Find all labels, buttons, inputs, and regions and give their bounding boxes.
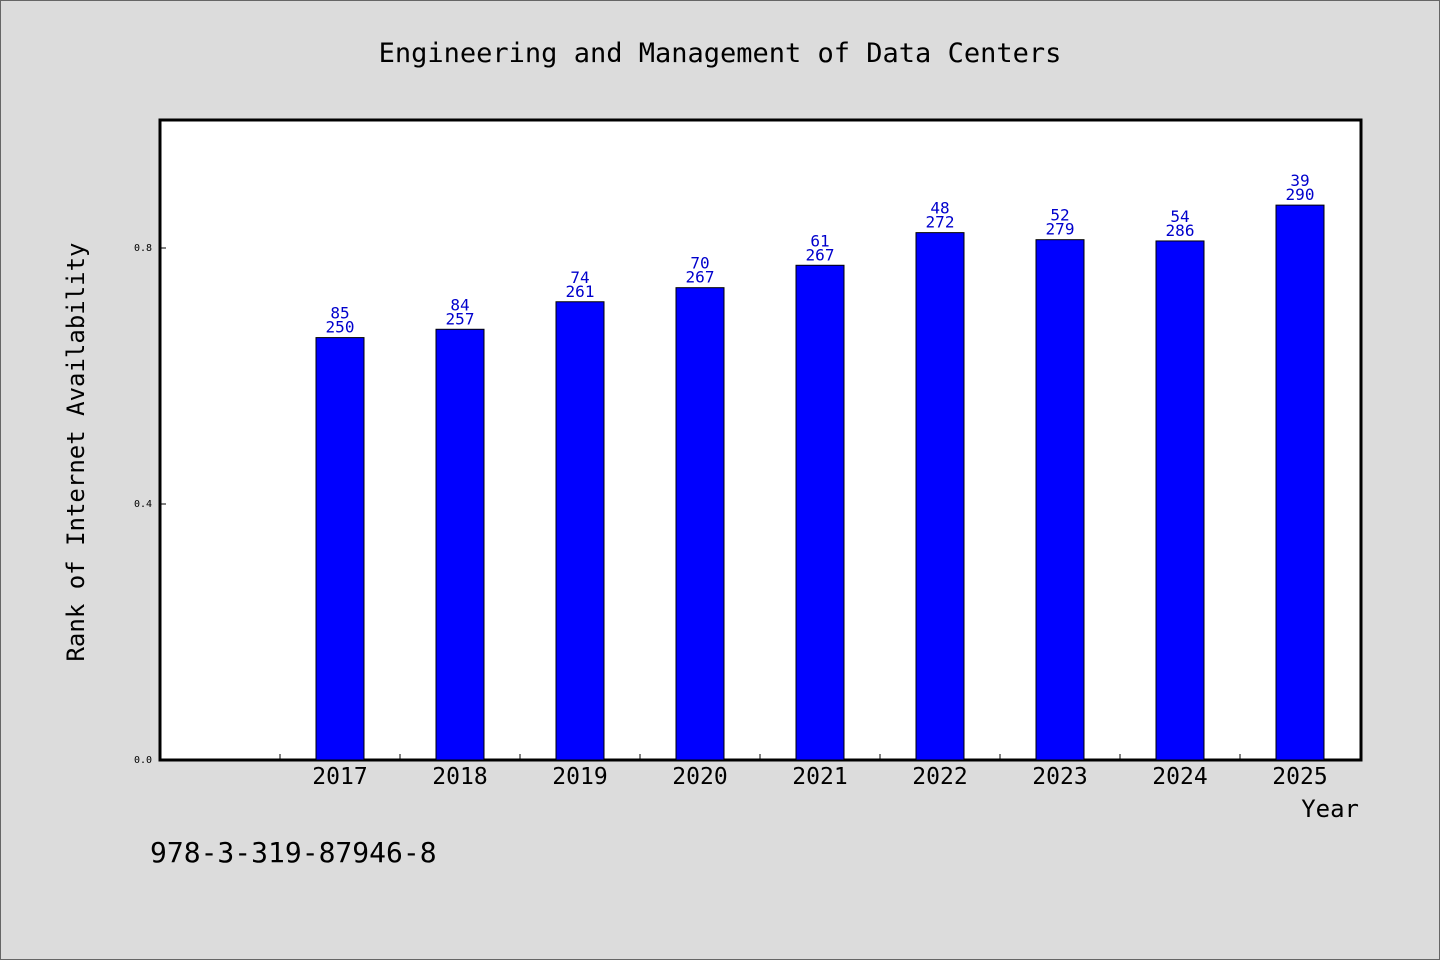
- bar: [1155, 240, 1205, 761]
- data-label-bottom: 272: [926, 213, 955, 232]
- y-tick-label: 0.0: [134, 755, 152, 766]
- bar: [1275, 204, 1325, 761]
- y-axis: 0.0 0.4 0.8: [134, 243, 166, 766]
- x-tick-label: 2024: [1152, 764, 1207, 790]
- x-axis-title: Year: [1301, 795, 1359, 823]
- data-label-bottom: 267: [686, 268, 715, 287]
- data-label-top: 84: [450, 295, 469, 314]
- chart-title: Engineering and Management of Data Cente…: [379, 38, 1062, 69]
- x-tick-label: 2017: [312, 764, 367, 790]
- data-label-bottom: 279: [1046, 220, 1075, 239]
- data-label-bottom: 290: [1286, 185, 1315, 204]
- bars: [315, 204, 1325, 761]
- bar: [315, 337, 365, 761]
- y-axis-title: Rank of Internet Availability: [62, 242, 90, 661]
- x-tick-label: 2021: [792, 764, 847, 790]
- x-tick-label: 2018: [432, 764, 487, 790]
- data-label-top: 61: [810, 231, 829, 250]
- bar: [675, 287, 725, 761]
- data-label-bottom: 250: [326, 318, 355, 337]
- y-tick-label: 0.8: [134, 243, 152, 254]
- data-label-bottom: 267: [806, 245, 835, 264]
- data-label-top: 54: [1170, 207, 1189, 226]
- data-label-top: 39: [1290, 171, 1309, 190]
- data-label-bottom: 286: [1166, 221, 1195, 240]
- bar: [435, 328, 485, 761]
- data-label-top: 70: [690, 254, 709, 273]
- x-tick-label: 2023: [1032, 764, 1087, 790]
- x-tick-label: 2020: [672, 764, 727, 790]
- data-label-top: 48: [930, 199, 949, 218]
- x-tick-label: 2025: [1272, 764, 1327, 790]
- bar: [915, 232, 965, 761]
- x-tick-label: 2022: [912, 764, 967, 790]
- isbn-label: 978-3-319-87946-8: [150, 836, 437, 869]
- bar: [555, 301, 605, 761]
- x-tick-label: 2019: [552, 764, 607, 790]
- data-label-bottom: 261: [566, 282, 595, 301]
- data-label-bottom: 257: [446, 309, 475, 328]
- y-tick-label: 0.4: [134, 499, 152, 510]
- data-label-top: 85: [330, 304, 349, 323]
- bar: [1035, 239, 1085, 761]
- x-axis: 2017 2018 2019 2020 2021 2022 2023 2024 2025: [279, 754, 1361, 790]
- data-label-top: 52: [1050, 206, 1069, 225]
- data-label-top: 74: [570, 268, 589, 287]
- bar: [795, 264, 845, 761]
